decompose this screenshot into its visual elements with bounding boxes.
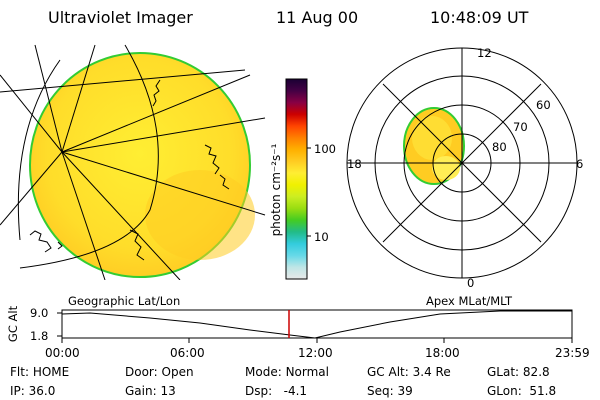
timeline-ymax: 9.0	[30, 306, 49, 320]
status-gain: Gain: 13	[125, 384, 176, 398]
timeline-time-2: 12:00	[298, 346, 333, 360]
timeline-plot	[57, 309, 573, 343]
date-label: 11 Aug 00	[276, 8, 359, 27]
time-label: 10:48:09 UT	[430, 8, 529, 27]
timeline-right-title: Apex MLat/MLT	[426, 294, 513, 308]
polar-label-18: 18	[347, 157, 362, 171]
timeline-ymin: 1.8	[30, 329, 49, 343]
colorbar	[285, 78, 308, 280]
timeline-left-title: Geographic Lat/Lon	[68, 294, 181, 308]
polar-grid	[346, 47, 578, 279]
timeline-time-1: 06:00	[170, 346, 205, 360]
status-gc-alt: GC Alt: 3.4 Re	[367, 365, 451, 379]
timeline-time-4: 23:59	[555, 346, 590, 360]
polar-lat-60: 60	[536, 98, 551, 112]
status-mode: Mode: Normal	[245, 365, 329, 379]
colorbar-label-100: 100	[314, 142, 336, 156]
polar-label-12: 12	[477, 46, 492, 60]
status-flight: Flt: HOME	[10, 365, 70, 379]
status-glat: GLat: 82.8	[487, 365, 550, 379]
timeline-time-3: 18:00	[425, 346, 460, 360]
colorbar-unit-label: photon cm⁻²s⁻¹	[269, 143, 283, 237]
altitude-curve	[61, 310, 572, 339]
status-door: Door: Open	[125, 365, 194, 379]
polar-label-6: 6	[576, 157, 584, 171]
status-ip: IP: 36.0	[10, 384, 56, 398]
colorbar-label-10: 10	[314, 230, 329, 244]
coastlines	[29, 79, 230, 261]
geo-grid	[0, 44, 266, 280]
status-dsp: Dsp: -4.1	[245, 384, 308, 398]
polar-lat-70: 70	[513, 120, 528, 134]
polar-plot	[346, 47, 578, 279]
polar-lat-80: 80	[492, 140, 507, 154]
timeline-axis-label: GC Alt	[6, 305, 20, 343]
status-glon: GLon: 51.8	[487, 384, 557, 398]
timeline-time-0: 00:00	[45, 346, 80, 360]
polar-label-0: 0	[467, 276, 475, 290]
earth-disk-panel	[0, 44, 266, 280]
earth-disk-shade	[145, 170, 255, 260]
status-seq: Seq: 39	[367, 384, 413, 398]
instrument-title: Ultraviolet Imager	[48, 8, 193, 27]
